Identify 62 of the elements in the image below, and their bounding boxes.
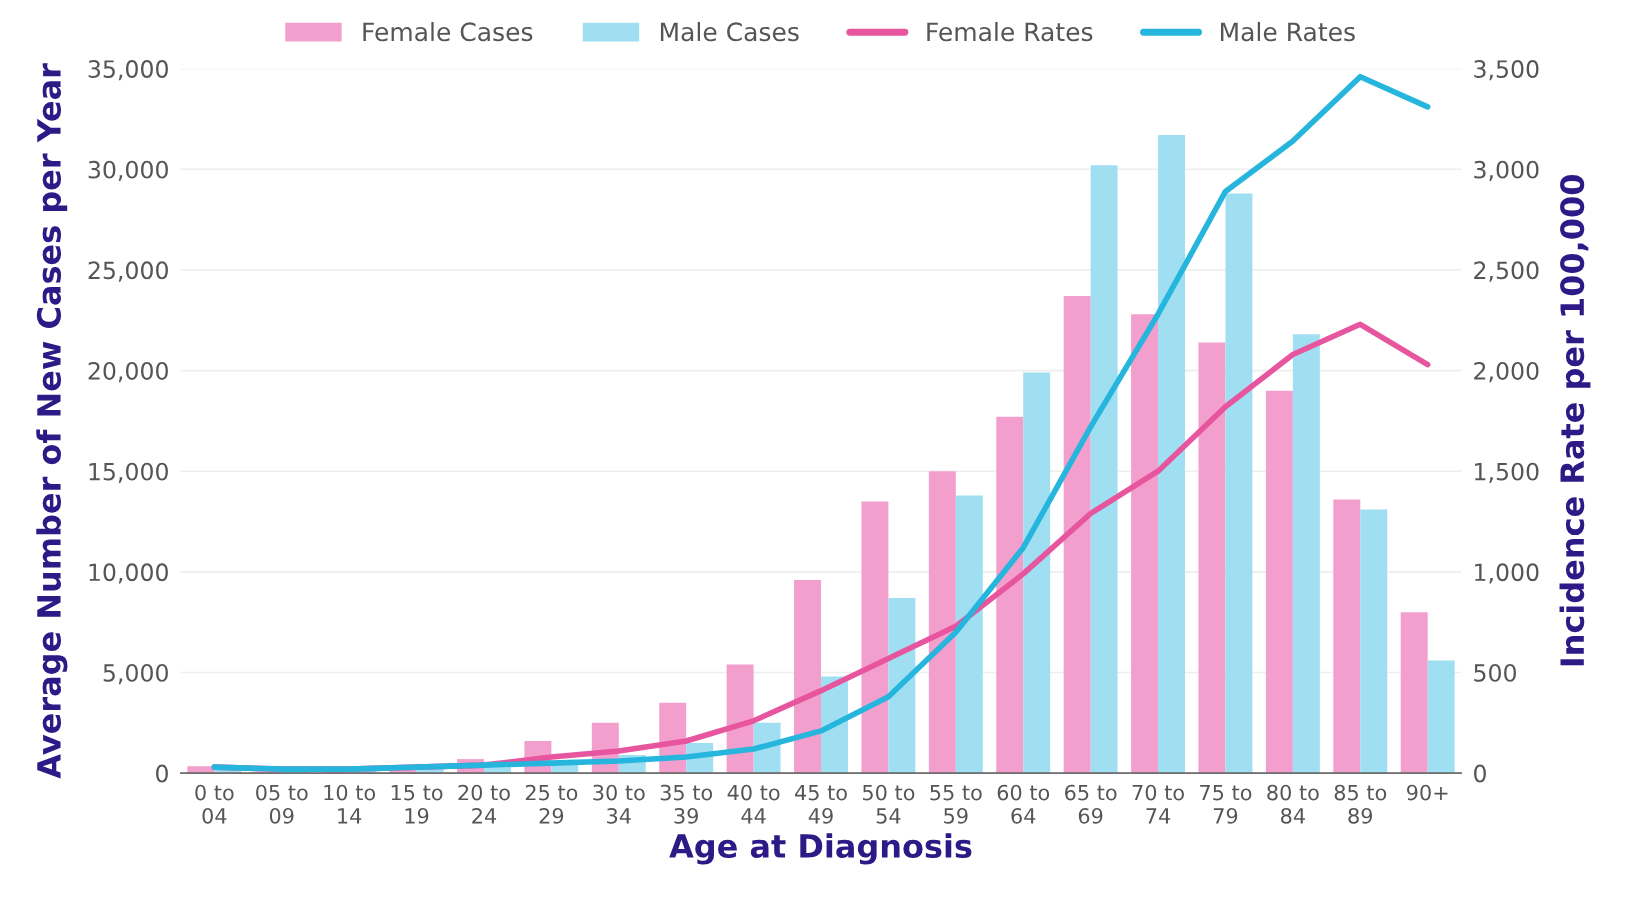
y-tick-label: 15,000 [89,462,168,483]
x-tick-label: 85 to 89 [1334,784,1387,824]
y2-tick-label: 0 [1474,764,1486,783]
bar [1158,135,1186,774]
bar [955,495,983,774]
x-tick-label: 05 to 09 [256,784,308,824]
x-tick-label: 55 to 59 [930,784,982,824]
y-tick-label: 20,000 [88,362,168,383]
x-tick-label: 10 to 14 [324,784,376,824]
x-tick-label: 45 to 49 [795,784,847,824]
x-tick-label: 15 to 19 [391,784,443,824]
bar [1131,314,1159,774]
x-tick-label: 20 to 24 [458,784,510,824]
y2-tick-label: 3,000 [1474,160,1539,181]
bar [1265,390,1293,774]
bar [1360,509,1388,774]
y2-tick-label: 2,000 [1474,362,1539,383]
bar [1198,342,1226,774]
bar [1063,296,1091,774]
bar [1427,660,1455,774]
bar [1333,499,1361,774]
y-tick-label: 10,000 [89,563,168,584]
y2-tick-label: 1,500 [1475,462,1539,483]
y2-tick-label: 2,500 [1474,261,1539,282]
legend-label: Female Rates [927,21,1093,42]
bar [1292,334,1320,774]
x-tick-label: 35 to 39 [660,784,713,824]
x-tick-label: 60 to 64 [997,784,1050,824]
bar [1023,372,1051,774]
x-tick-label: 80 to 84 [1267,784,1319,824]
y2-axis-title: Incidence Rate per 100,000 [1559,175,1591,666]
y2-tick-label: 1,000 [1475,563,1539,584]
bar [1400,612,1428,774]
x-tick-label: 75 to 79 [1200,784,1252,824]
x-tick-label: 30 to 34 [593,784,645,824]
bar [996,416,1024,774]
bar [888,598,916,774]
x-tick-label: 90+ [1407,784,1448,801]
bar [928,471,956,774]
bar [187,766,215,774]
x-tick-label: 70 to 74 [1132,784,1184,824]
y-tick-label: 0 [156,764,168,783]
x-tick-label: 50 to 54 [862,784,915,824]
y-tick-label: 35,000 [88,60,168,81]
y-tick-label: 30,000 [88,160,168,181]
y2-tick-label: 500 [1474,663,1516,682]
x-tick-label: 40 to 44 [727,784,780,824]
bar [794,579,821,774]
bar [1225,193,1253,774]
y-axis-title: Average Number of New Cases per Year [36,63,68,779]
bar [1090,165,1118,774]
x-tick-label: 65 to 69 [1065,784,1117,824]
legend-label: Male Cases [660,21,799,42]
legend-label: Female Cases [363,21,533,42]
legend-label: Male Rates [1220,21,1355,42]
y2-tick-label: 3,500 [1474,60,1539,81]
y-tick-label: 5,000 [103,663,168,685]
x-tick-label: 0 to 04 [195,784,234,824]
x-tick-label: 25 to 29 [525,784,578,824]
x-axis-title: Age at Diagnosis [669,833,972,865]
y-tick-label: 25,000 [88,261,168,282]
bar [861,501,889,774]
